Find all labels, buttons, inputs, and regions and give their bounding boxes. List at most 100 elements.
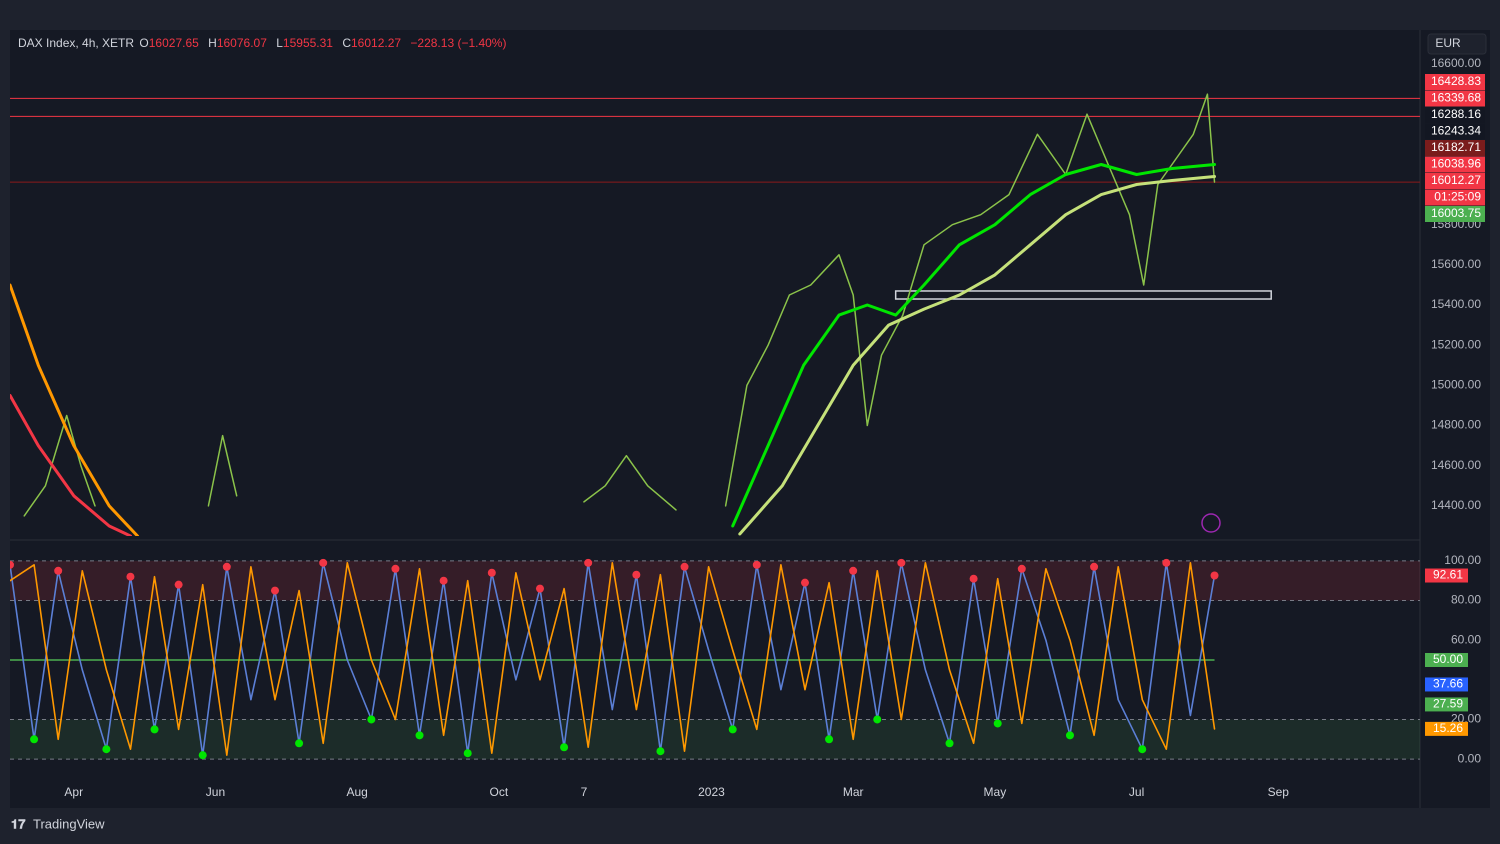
y-tick-label: 14400.00 [1431, 498, 1481, 512]
oversold-dot [102, 745, 111, 754]
price-label: 16243.34 [1431, 124, 1481, 138]
overbought-dot [680, 562, 689, 571]
high-value: 16076.07 [216, 36, 267, 50]
oversold-dot [1065, 731, 1074, 740]
price-label-box [1425, 140, 1485, 156]
legend-header: DAX Index, 4h, XETR O16027.65 H16076.07 … [18, 36, 512, 50]
oversold-dot [150, 725, 159, 734]
price-label-box [1425, 206, 1485, 222]
overbought-dot [126, 572, 135, 581]
value-label-box [1425, 697, 1468, 712]
price-label-box [1425, 107, 1485, 123]
overbought-dot [319, 558, 328, 567]
high-label: H [208, 36, 217, 50]
series-line [738, 175, 1216, 536]
overbought-dot [584, 558, 593, 567]
value-label-box [1425, 677, 1468, 692]
overbought-dot [1210, 571, 1219, 580]
oversold-dot [295, 739, 304, 748]
x-tick-label: Jun [206, 785, 225, 799]
overbought-dot [54, 566, 63, 575]
price-label: 16288.16 [1431, 107, 1481, 121]
oversold-dot [993, 719, 1002, 728]
overbought-zone [10, 560, 1420, 601]
overbought-dot [1162, 558, 1171, 567]
alert-icon[interactable] [1201, 513, 1221, 533]
currency: EUR [1435, 36, 1461, 50]
overbought-dot [391, 564, 400, 573]
overbought-dot [969, 574, 978, 583]
overbought-dot [487, 568, 496, 577]
oversold-dot [415, 731, 424, 740]
price-label: 01:25:09 [1434, 190, 1481, 204]
price-label: 16003.75 [1431, 206, 1481, 220]
series-line [10, 562, 1216, 756]
value-label: 27.59 [1433, 697, 1463, 711]
x-tick-label: Oct [490, 785, 509, 799]
value-label-box [1425, 721, 1468, 736]
y-tick-label: 15600.00 [1431, 257, 1481, 271]
oversold-dot [367, 715, 376, 724]
plot-background [10, 30, 1490, 808]
oversold-dot [1138, 745, 1147, 754]
price-label-box [1425, 156, 1485, 173]
footer-brand: TradingView [33, 816, 105, 831]
value-label: 15.26 [1433, 721, 1463, 735]
series-line [10, 393, 132, 536]
y-tick-label: 14600.00 [1431, 458, 1481, 472]
series-line [10, 283, 139, 536]
brand-logo: 𝟏𝟕 [11, 816, 26, 831]
support-zone [894, 290, 1272, 300]
overbought-dot [1017, 564, 1026, 573]
series-line [10, 562, 1216, 756]
price-label: 16428.83 [1431, 74, 1481, 88]
overbought-dot [174, 580, 183, 589]
x-tick-label: Jul [1129, 785, 1144, 799]
x-tick-label: Aug [347, 785, 368, 799]
price-label-box [1425, 74, 1485, 90]
y-tick-label: 60.00 [1451, 632, 1481, 646]
oversold-dot [825, 735, 834, 744]
open-value: 16027.65 [148, 36, 199, 50]
x-tick-label: Sep [1268, 785, 1290, 799]
close-value: 16012.27 [351, 36, 402, 50]
y-tick-label: 15400.00 [1431, 297, 1481, 311]
overbought-dot [849, 566, 858, 575]
price-pane [10, 93, 1420, 536]
close-label: C [342, 36, 351, 50]
overbought-dot [800, 578, 809, 587]
value-label-box [1425, 653, 1468, 667]
oversold-dot [656, 747, 665, 756]
x-tick-label: 7 [581, 785, 588, 799]
overbought-dot [270, 586, 279, 595]
currency-box [1427, 33, 1487, 55]
value-label: 50.00 [1433, 652, 1463, 666]
change-value: −228.13 (−1.40%) [410, 36, 507, 50]
y-tick-label: 80.00 [1451, 593, 1481, 607]
oversold-dot [873, 715, 882, 724]
overbought-dot [632, 570, 641, 579]
oversold-dot [30, 735, 39, 744]
price-label: 16012.27 [1431, 173, 1481, 187]
y-tick-label: 14800.00 [1431, 418, 1481, 432]
price-label: 16182.71 [1431, 140, 1481, 154]
open-label: O [139, 36, 149, 50]
overbought-dot [897, 558, 906, 567]
overbought-dot [439, 576, 448, 585]
y-tick-label: 100.00 [1444, 553, 1481, 567]
oversold-dot [728, 725, 737, 734]
symbol: DAX Index, 4h, XETR [18, 36, 135, 50]
value-label-box [1425, 568, 1468, 583]
price-label-box [1425, 173, 1485, 189]
low-label: L [276, 36, 283, 50]
x-tick-label: Apr [64, 785, 83, 799]
value-label: 37.66 [1433, 677, 1463, 691]
price-label-box [1425, 123, 1485, 140]
y-tick-label: 0.00 [1458, 751, 1482, 765]
y-tick-label: 16600.00 [1431, 56, 1481, 70]
overbought-dot [222, 562, 231, 571]
overbought-dot [535, 584, 544, 593]
x-tick-label: 2023 [698, 785, 725, 799]
